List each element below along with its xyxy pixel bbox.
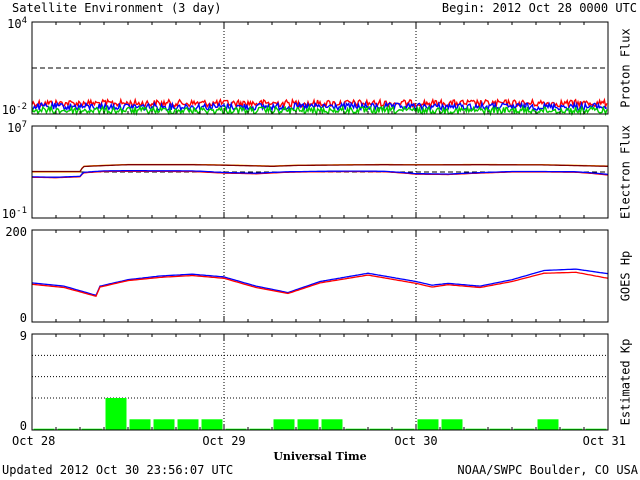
kp-bar	[177, 419, 199, 430]
series-line-4	[31, 170, 609, 178]
x-tick-label: Oct 31	[583, 434, 626, 448]
y-axis-label: GOES Hp	[619, 251, 633, 302]
series-line-3	[31, 170, 609, 179]
y-tick-label: 10-1	[2, 206, 27, 221]
kp-bar	[585, 428, 607, 430]
y-tick-label: 10-2	[2, 102, 27, 117]
x-tick-label: Oct 30	[394, 434, 437, 448]
kp-bar	[57, 428, 79, 430]
kp-bar	[201, 419, 223, 430]
kp-bar	[321, 419, 343, 430]
kp-bar	[273, 419, 295, 430]
series-line-2	[32, 164, 608, 173]
series-line-2	[31, 271, 609, 297]
series-line-3	[31, 104, 608, 117]
x-tick-label: Oct 29	[202, 434, 245, 448]
kp-bar	[441, 419, 463, 430]
kp-bar	[489, 428, 511, 430]
y-tick-label: 0	[20, 311, 27, 325]
kp-bar	[369, 428, 391, 430]
y-axis-label: Electron Flux	[619, 125, 633, 219]
kp-bar	[81, 428, 103, 430]
panel-2: 107 10-1 Electron Flux	[2, 120, 633, 221]
kp-bar	[129, 419, 151, 430]
x-axis-label: Universal Time	[273, 450, 366, 463]
panel-3: 200 0 GOES Hp	[5, 225, 632, 325]
kp-bar	[225, 428, 247, 430]
y-tick-label: 104	[7, 16, 27, 31]
chart-title: Satellite Environment (3 day)	[12, 1, 222, 15]
kp-bar	[513, 428, 535, 430]
kp-bar	[561, 428, 583, 430]
updated-timestamp: Updated 2012 Oct 30 23:56:07 UTC	[2, 463, 233, 477]
y-axis-label: Estimated Kp	[619, 339, 633, 426]
y-tick-label: 9	[20, 329, 27, 343]
panel-4: 9 0 Estimated Kp	[20, 329, 633, 433]
kp-bar	[417, 419, 439, 430]
kp-bar	[153, 419, 175, 430]
kp-bar	[33, 428, 55, 430]
begin-time: Begin: 2012 Oct 28 0000 UTC	[442, 1, 637, 15]
y-axis-label: Proton Flux	[619, 28, 633, 107]
y-tick-label: 107	[7, 120, 27, 135]
kp-bar	[393, 428, 415, 430]
panel-frame	[31, 229, 609, 323]
y-tick-label: 0	[20, 419, 27, 433]
series-line-1	[31, 268, 609, 297]
kp-bar	[249, 428, 271, 430]
series-line-2	[31, 100, 608, 113]
kp-bar	[297, 419, 319, 430]
kp-bar	[537, 419, 559, 430]
kp-bar	[465, 428, 487, 430]
credit-label: NOAA/SWPC Boulder, CO USA	[457, 463, 638, 477]
x-tick-label: Oct 28	[12, 434, 55, 448]
kp-bar	[105, 398, 127, 430]
kp-bar	[345, 428, 367, 430]
y-tick-label: 200	[5, 225, 27, 239]
panel-1: 104 10-2 Proton Flux	[2, 16, 633, 117]
